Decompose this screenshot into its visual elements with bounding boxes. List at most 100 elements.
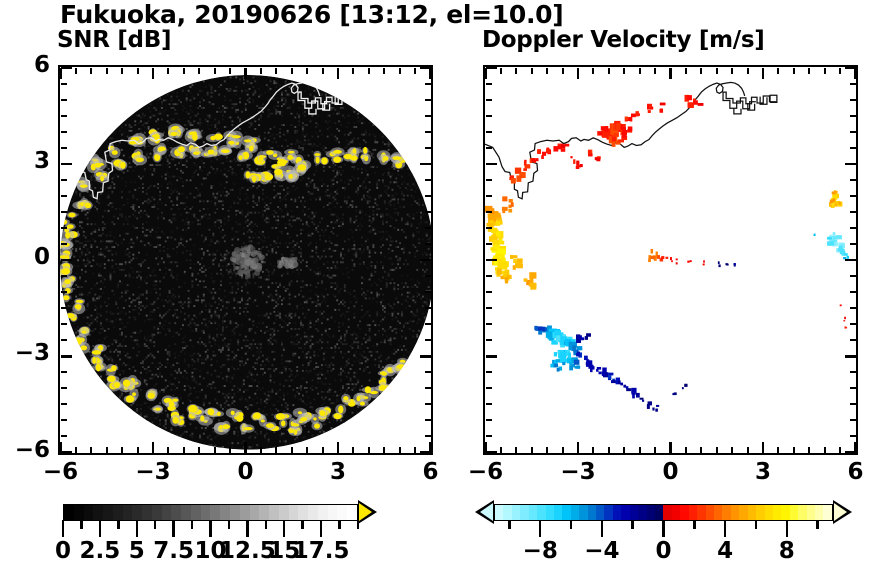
- doppler-echo-cell: [502, 248, 506, 255]
- doppler-echo-cell: [496, 258, 503, 265]
- y-tick-left: [485, 114, 492, 117]
- colorbar-segment: [570, 505, 580, 520]
- y-tick-left: [60, 210, 67, 213]
- doppler-echo-cell: [495, 231, 501, 237]
- doppler-echo-cell: [655, 408, 658, 412]
- colorbar-segment: [278, 505, 289, 520]
- y-tick-right: [424, 82, 431, 85]
- x-tick-top: [321, 67, 324, 74]
- y-tick-left: [485, 387, 492, 390]
- doppler-echo-cell: [495, 220, 501, 226]
- doppler-echo-cell: [838, 247, 842, 251]
- doppler-echo-cell: [523, 168, 527, 171]
- x-tick-bottom: [367, 446, 370, 453]
- y-tick-left: [60, 419, 67, 422]
- x-tick-bottom: [515, 446, 518, 453]
- x-tick-top: [808, 67, 811, 74]
- colorbar-segment: [495, 505, 504, 520]
- doppler-echo-cell: [717, 261, 720, 265]
- y-tick-left: [485, 419, 492, 422]
- doppler-echo-cell: [606, 131, 614, 140]
- doppler-echo-cell: [830, 240, 835, 246]
- x-tick-top: [259, 67, 262, 74]
- x-tick-bottom: [561, 446, 564, 453]
- y-tick-left: [485, 355, 497, 358]
- x-tick-bottom: [546, 446, 549, 453]
- y-tick-left: [60, 275, 67, 278]
- colorbar-segment: [671, 505, 681, 520]
- doppler-echo-cell: [623, 384, 627, 388]
- y-tick-left: [485, 339, 492, 342]
- doppler-echo-cell: [655, 251, 658, 256]
- doppler-echo-cell: [693, 100, 698, 105]
- doppler-echo-cell: [626, 388, 632, 392]
- doppler-echo-cell: [584, 356, 588, 359]
- doppler-echo-cell: [534, 325, 538, 331]
- colorbar-segment: [722, 505, 731, 520]
- colorbar-segment: [697, 505, 706, 520]
- colorbar-segment: [122, 505, 133, 520]
- y-tick-left: [60, 226, 67, 229]
- doppler-echo-cell: [513, 258, 517, 263]
- doppler-echo-cell: [614, 120, 621, 125]
- x-tick-top: [654, 67, 657, 74]
- doppler-echo-cell: [588, 153, 593, 157]
- doppler-echo-cell: [542, 326, 545, 332]
- doppler-echo-cell: [827, 241, 833, 246]
- y-tick-left: [485, 242, 492, 245]
- doppler-echo-cell: [646, 404, 650, 409]
- x-tick-top: [484, 67, 487, 79]
- doppler-echo-cell: [596, 366, 602, 370]
- doppler-echo-cell: [560, 356, 565, 363]
- y-tick-left: [60, 403, 67, 406]
- x-tick-bottom: [321, 446, 324, 453]
- doppler-echo-cell: [568, 336, 573, 342]
- doppler-echo-cell: [516, 258, 523, 264]
- doppler-echo-cell: [650, 248, 654, 254]
- y-tick-left: [485, 210, 492, 213]
- doppler-echo-cell: [560, 144, 566, 149]
- doppler-echo-cell: [843, 320, 846, 322]
- colorbar-segment: [713, 505, 723, 520]
- colorbar-major-tick: [785, 520, 788, 537]
- doppler-echo-cell: [489, 216, 495, 221]
- y-tick-left: [60, 339, 67, 342]
- doppler-echo-cell: [846, 255, 850, 260]
- doppler-echo-cell: [687, 260, 690, 263]
- y-tick-right: [424, 371, 431, 374]
- doppler-echo-cell: [697, 102, 704, 106]
- doppler-echo-cell: [576, 346, 583, 351]
- doppler-echo-cell: [503, 272, 508, 278]
- doppler-echo-cell: [839, 243, 845, 249]
- colorbar-major-tick: [600, 520, 604, 537]
- doppler-echo-cell: [844, 327, 848, 329]
- doppler-echo-cell: [567, 352, 571, 359]
- y-tick-right: [849, 339, 856, 342]
- doppler-echo-cell: [496, 273, 501, 277]
- x-tick-bottom: [275, 446, 278, 453]
- x-tick-bottom: [121, 446, 124, 453]
- x-tick-bottom: [592, 446, 595, 453]
- doppler-echo-cell: [564, 143, 570, 147]
- colorbar-minor-tick: [754, 520, 758, 529]
- doppler-echo-cell: [829, 234, 833, 239]
- doppler-echo-cell: [702, 263, 705, 266]
- x-tick-bottom: [777, 446, 780, 453]
- x-tick-bottom: [244, 441, 247, 453]
- y-tick-right: [424, 130, 431, 133]
- doppler-echo-cell: [506, 274, 512, 280]
- colorbar-segment: [239, 505, 250, 520]
- x-tick-top: [499, 67, 502, 74]
- x-tick-top: [561, 67, 564, 74]
- doppler-echo-cell: [610, 380, 616, 384]
- doppler-echo-cell: [502, 261, 509, 268]
- colorbar-segment: [612, 505, 622, 520]
- doppler-radar-image: [485, 67, 856, 453]
- doppler-echo-cell: [553, 352, 558, 357]
- colorbar-major-tick: [246, 520, 249, 537]
- y-tick-left: [485, 451, 497, 454]
- x-tick-bottom: [607, 446, 610, 453]
- doppler-echo-cell: [648, 255, 652, 259]
- doppler-echo-cell: [672, 393, 676, 396]
- colorbar-segment: [503, 505, 512, 520]
